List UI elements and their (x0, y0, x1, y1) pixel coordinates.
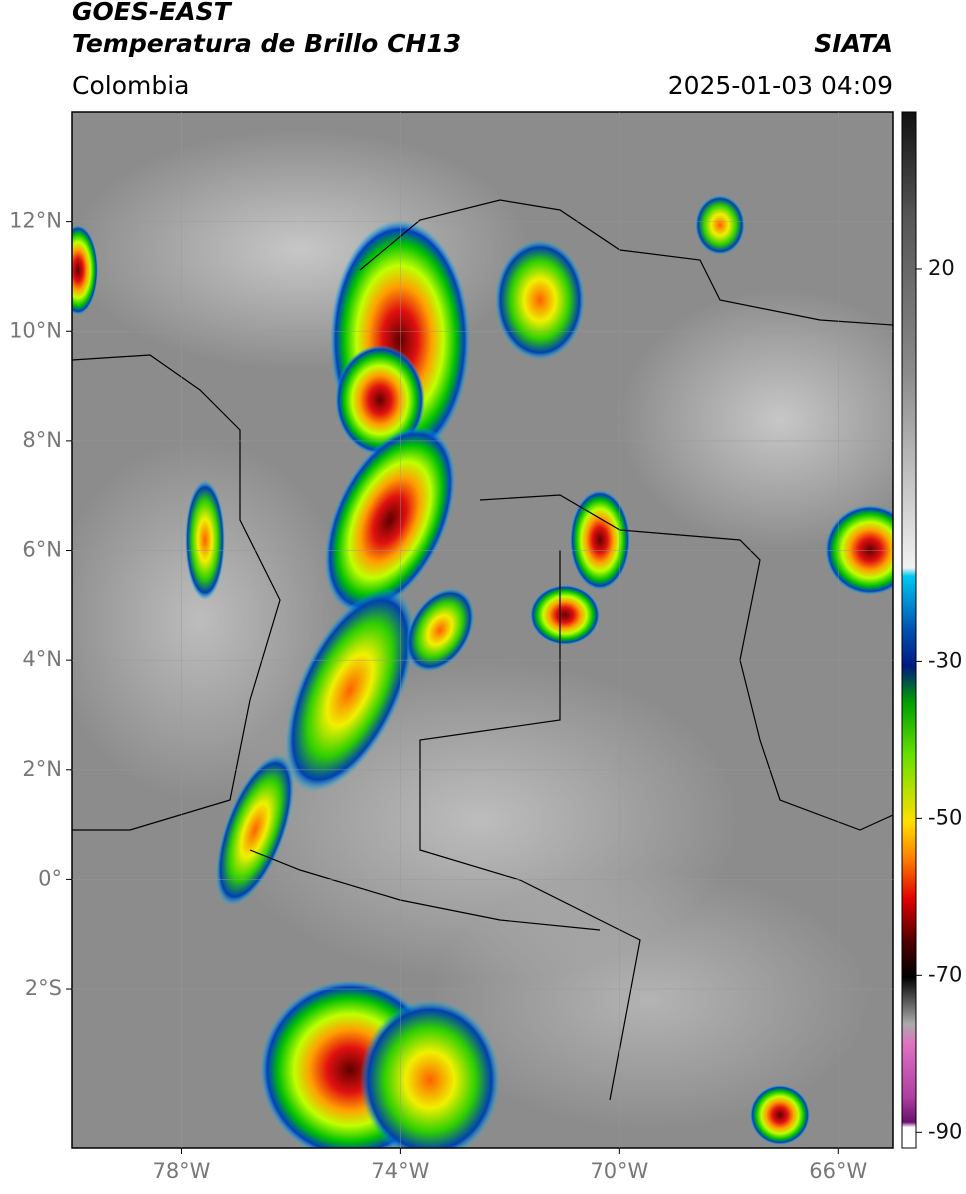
source: SIATA (814, 29, 893, 58)
x-tick-label: 70°W (590, 1159, 648, 1183)
map-frame (71, 111, 894, 1149)
x-tick-label: 78°W (152, 1159, 210, 1183)
datetime: 2025-01-03 04:09 (668, 71, 893, 100)
colorbar (901, 111, 917, 1149)
y-tick-label: 6°N (22, 538, 62, 562)
y-tick-label: 0° (38, 866, 62, 890)
product: Temperatura de Brillo CH13 (72, 29, 461, 58)
region: Colombia (72, 71, 189, 100)
y-tick-label: 2°N (22, 757, 62, 781)
colorbar-tick-label: -70 (928, 962, 962, 986)
y-tick-label: 4°N (22, 647, 62, 671)
colorbar-tick-label: -90 (928, 1119, 962, 1143)
y-tick-label: 2°S (25, 976, 62, 1000)
y-tick-label: 12°N (9, 209, 62, 233)
satellite: GOES-EAST (72, 0, 233, 26)
x-tick-label: 74°W (371, 1159, 429, 1183)
y-tick-label: 10°N (9, 318, 62, 342)
imagery (72, 112, 893, 1148)
y-tick-label: 8°N (22, 428, 62, 452)
colorbar-tick-label: 20 (928, 256, 955, 280)
colorbar-tick-label: -30 (928, 648, 962, 672)
x-tick-label: 66°W (809, 1159, 867, 1183)
colorbar-tick-label: -50 (928, 805, 962, 829)
